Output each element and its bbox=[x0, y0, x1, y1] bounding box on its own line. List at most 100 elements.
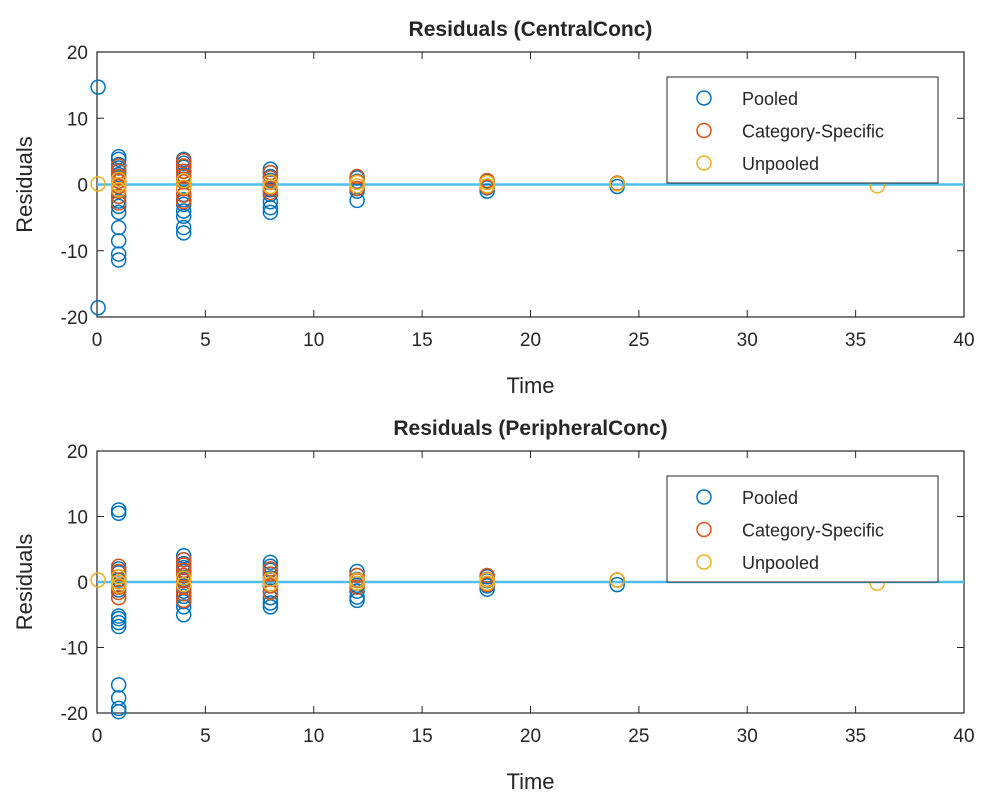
data-point bbox=[110, 252, 127, 268]
data-point bbox=[175, 163, 192, 179]
legend-label: Category-Specific bbox=[742, 122, 884, 142]
y-tick-label: 20 bbox=[67, 442, 88, 463]
legend-marker bbox=[696, 554, 712, 570]
y-tick-label: 10 bbox=[67, 508, 88, 529]
data-point bbox=[175, 576, 192, 593]
x-tick-label: 35 bbox=[845, 726, 866, 747]
legend-marker bbox=[696, 90, 712, 106]
data-point bbox=[175, 168, 192, 185]
data-point bbox=[175, 225, 192, 241]
plot-central-conc: 0 5 10 15 20 25 30 35 40 -20 -10 0 10 20 Residuals (Ce… bbox=[12, 18, 975, 398]
data-point bbox=[262, 571, 279, 588]
y-axis-label: Residuals bbox=[12, 534, 37, 631]
y-tick-label: 0 bbox=[77, 176, 88, 197]
data-point bbox=[349, 178, 365, 194]
y-tick-label: 10 bbox=[67, 109, 88, 130]
data-point bbox=[262, 178, 279, 195]
data-point bbox=[110, 703, 127, 720]
series-unpooled bbox=[90, 171, 886, 198]
legend: Pooled Category-Specific Unpooled bbox=[666, 76, 939, 184]
data-point bbox=[349, 567, 365, 584]
data-point bbox=[262, 174, 279, 190]
data-point bbox=[110, 188, 127, 205]
data-point bbox=[90, 299, 106, 316]
data-point bbox=[175, 586, 192, 602]
legend-label: Category-Specific bbox=[742, 521, 884, 541]
data-point bbox=[609, 572, 625, 588]
y-tick-label: -20 bbox=[61, 308, 88, 329]
x-tick-label: 15 bbox=[412, 726, 433, 747]
y-tick-label: -20 bbox=[61, 704, 88, 725]
data-point bbox=[175, 557, 192, 573]
data-point bbox=[349, 168, 365, 185]
x-tick-label: 5 bbox=[200, 726, 211, 747]
data-point bbox=[110, 204, 127, 221]
data-point bbox=[175, 592, 192, 609]
data-point bbox=[349, 575, 365, 592]
legend-marker bbox=[696, 489, 712, 505]
data-point bbox=[175, 172, 192, 189]
data-point bbox=[609, 576, 625, 593]
data-point bbox=[175, 219, 192, 236]
data-point bbox=[262, 576, 279, 592]
legend-label: Unpooled bbox=[742, 154, 819, 174]
data-point bbox=[110, 151, 127, 168]
data-point bbox=[175, 551, 192, 568]
data-point bbox=[110, 176, 127, 193]
x-axis-label: Time bbox=[506, 769, 554, 794]
data-point bbox=[262, 204, 279, 221]
legend-label: Unpooled bbox=[742, 553, 819, 573]
x-tick-label: 20 bbox=[520, 726, 541, 747]
y-tick-label: -10 bbox=[61, 242, 88, 263]
data-point bbox=[110, 610, 127, 627]
x-tick-label: 0 bbox=[92, 726, 103, 747]
data-point bbox=[90, 176, 106, 192]
data-point bbox=[90, 572, 106, 588]
data-point bbox=[110, 569, 127, 585]
plot-peripheral-conc: 0 5 10 15 20 25 30 35 40 -20 -10 0 10 20 Residuals (Pe… bbox=[12, 417, 975, 794]
y-axis-label: Residuals bbox=[12, 136, 37, 233]
data-point bbox=[110, 614, 127, 631]
series-unpooled bbox=[90, 569, 886, 594]
data-point bbox=[110, 246, 127, 262]
data-point bbox=[110, 558, 127, 575]
data-point bbox=[349, 579, 365, 595]
x-tick-label: 10 bbox=[303, 330, 324, 351]
y-tick-label: 0 bbox=[77, 573, 88, 594]
chart-title: Residuals (CentralConc) bbox=[409, 18, 653, 41]
data-point bbox=[349, 583, 365, 599]
data-point bbox=[262, 199, 279, 216]
x-tick-label: 40 bbox=[953, 330, 974, 351]
data-point bbox=[90, 79, 106, 95]
data-point bbox=[175, 152, 192, 169]
data-point bbox=[609, 176, 625, 192]
x-tick-label: 10 bbox=[303, 726, 324, 747]
y-tick-label: 20 bbox=[67, 43, 88, 64]
x-tick-label: 30 bbox=[737, 726, 758, 747]
legend-marker bbox=[696, 122, 712, 139]
x-tick-label: 5 bbox=[200, 330, 211, 351]
data-point bbox=[175, 599, 192, 615]
data-point bbox=[262, 595, 279, 611]
legend-label: Pooled bbox=[742, 488, 798, 508]
data-point bbox=[479, 567, 495, 584]
x-tick-label: 15 bbox=[412, 330, 433, 351]
data-point bbox=[110, 677, 127, 693]
data-point bbox=[349, 592, 365, 609]
chart-title: Residuals (PeripheralConc) bbox=[393, 417, 667, 440]
data-point bbox=[262, 554, 279, 571]
data-point bbox=[110, 171, 127, 187]
data-point bbox=[479, 178, 495, 194]
data-point bbox=[175, 179, 192, 195]
data-point bbox=[110, 182, 127, 198]
legend-box bbox=[666, 475, 939, 583]
data-point bbox=[262, 561, 279, 577]
data-point bbox=[175, 203, 192, 219]
x-tick-label: 20 bbox=[520, 330, 541, 351]
data-point bbox=[262, 566, 279, 582]
data-point bbox=[110, 589, 127, 606]
data-point bbox=[110, 574, 127, 590]
x-axis-label: Time bbox=[506, 373, 554, 398]
legend-marker bbox=[696, 521, 712, 538]
